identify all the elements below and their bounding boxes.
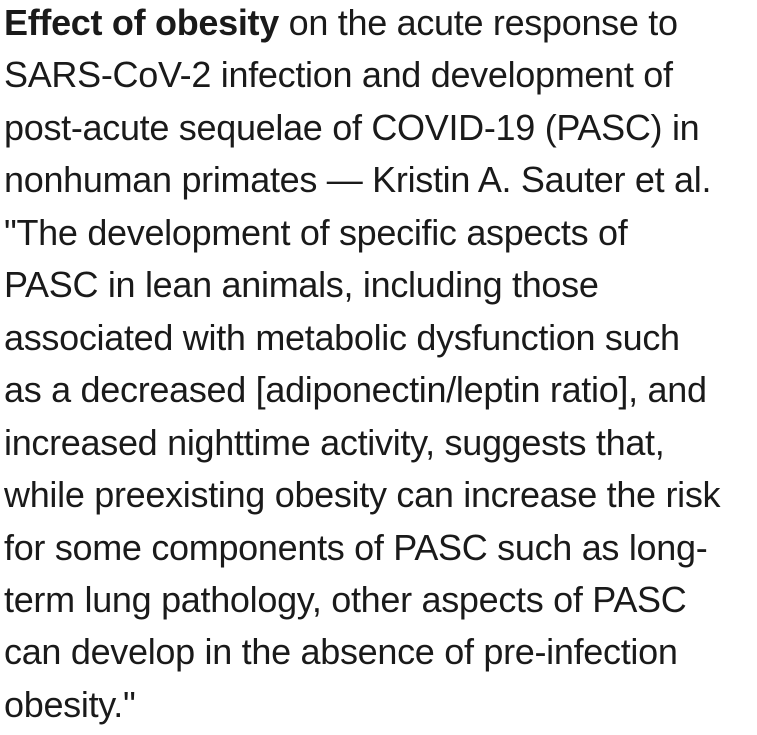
- text-line: "The development of specific aspects of: [4, 211, 628, 253]
- text-line: SARS-CoV-2 infection and development of: [4, 54, 673, 96]
- text-line: as a decreased [adiponectin/leptin ratio…: [4, 369, 707, 411]
- text-line: associated with metabolic dysfunction su…: [4, 316, 680, 358]
- text-line: increased nighttime activity, suggests t…: [4, 421, 665, 463]
- text-line: for some components of PASC such as long…: [4, 526, 708, 568]
- text-line: post-acute sequelae of COVID-19 (PASC) i…: [4, 106, 700, 148]
- text-line: obesity.": [4, 683, 136, 725]
- text-line: Effect of obesity on the acute response …: [4, 0, 757, 49]
- text-line: PASC in lean animals, including those: [4, 264, 599, 306]
- text-line: while preexisting obesity can increase t…: [4, 474, 721, 516]
- text-line: term lung pathology, other aspects of PA…: [4, 578, 687, 620]
- text-line: nonhuman primates — Kristin A. Sauter et…: [4, 159, 712, 201]
- text-line: can develop in the absence of pre-infect…: [4, 631, 678, 673]
- article-lead-bold: Effect of obesity: [4, 2, 279, 43]
- text-line-segment: on the acute response to: [278, 2, 678, 43]
